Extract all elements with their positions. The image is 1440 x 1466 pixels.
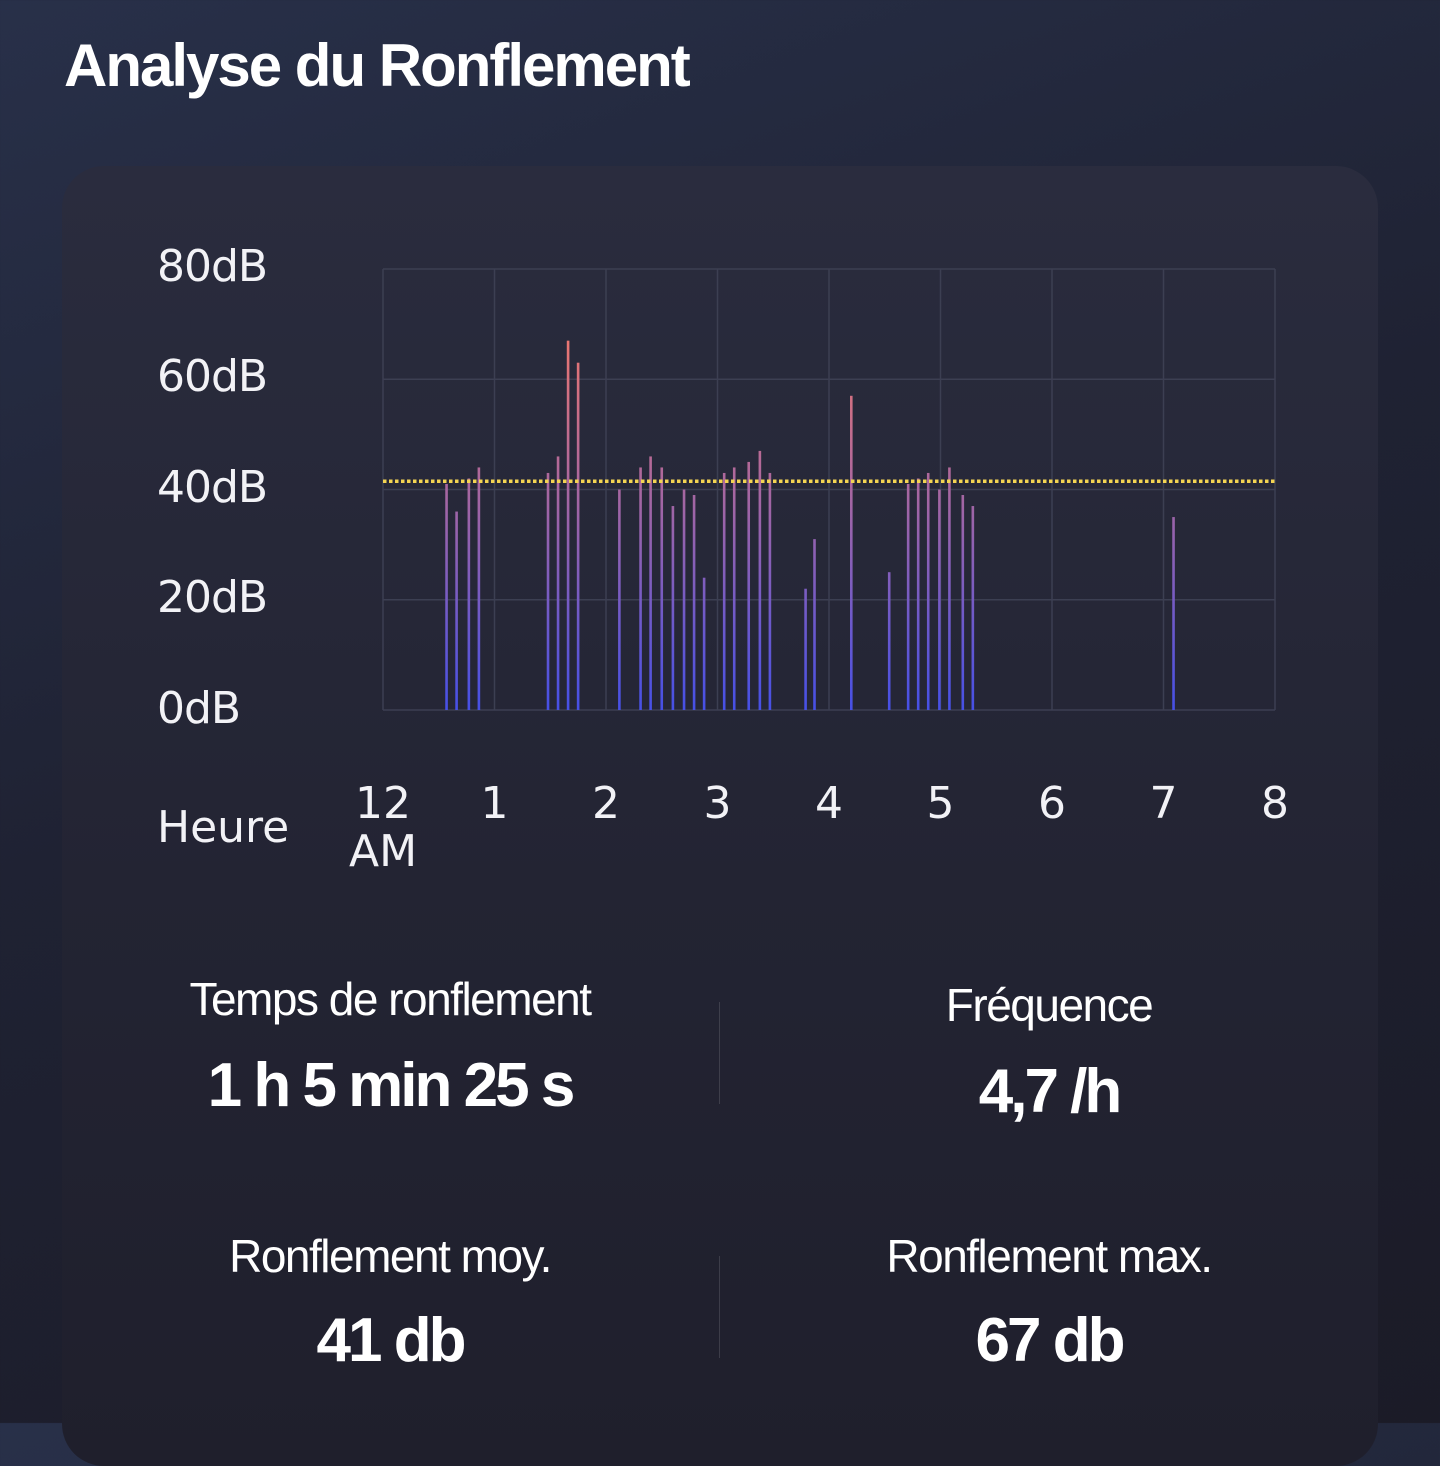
x-axis-title: Heure bbox=[157, 802, 290, 853]
snore-bar bbox=[804, 588, 807, 710]
avg-snore-label: Ronflement moy. bbox=[229, 1230, 552, 1282]
snore-bar bbox=[546, 472, 550, 710]
snore-bar bbox=[916, 478, 920, 710]
avg-snore-value: 41 db bbox=[316, 1306, 467, 1375]
snore-bar bbox=[649, 456, 652, 710]
stats-divider bbox=[719, 1256, 720, 1358]
x-tick-label: 7 bbox=[1149, 778, 1178, 829]
chart-bars bbox=[445, 340, 1175, 710]
snore-bar bbox=[850, 395, 853, 710]
max-snore-label: Ronflement max. bbox=[886, 1230, 1213, 1282]
x-tick-label: 4 bbox=[815, 778, 843, 829]
x-tick-label: 3 bbox=[703, 778, 732, 829]
x-tick-label: 12 AM bbox=[348, 778, 418, 877]
x-tick-label: 5 bbox=[926, 778, 955, 829]
x-tick-label: 6 bbox=[1038, 778, 1066, 829]
snore-bar bbox=[747, 461, 751, 710]
snore-bar bbox=[948, 467, 951, 710]
x-tick-label: 2 bbox=[592, 778, 620, 829]
x-tick-label: 8 bbox=[1261, 778, 1289, 829]
y-tick-label: 20dB bbox=[157, 572, 268, 623]
snore-bar bbox=[768, 472, 772, 710]
snore-bar-chart bbox=[382, 268, 1276, 711]
snore-bar bbox=[926, 472, 930, 710]
snore-bar bbox=[722, 472, 726, 710]
snore-bar bbox=[467, 478, 471, 710]
frequency-value: 4,7 /h bbox=[978, 1057, 1123, 1126]
stats-divider bbox=[719, 1002, 720, 1104]
snore-bar bbox=[445, 483, 448, 710]
snore-bar bbox=[618, 489, 621, 710]
x-tick-label: 1 bbox=[480, 778, 509, 829]
page-title: Analyse du Ronflement bbox=[64, 32, 691, 99]
y-tick-label: 40dB bbox=[157, 462, 268, 513]
snore-analysis-card bbox=[62, 166, 1378, 1466]
snore-bar bbox=[971, 506, 975, 710]
snore-time-label: Temps de ronflement bbox=[189, 973, 592, 1025]
snore-bar bbox=[732, 467, 736, 710]
snore-bar bbox=[887, 572, 891, 710]
snore-bar bbox=[938, 489, 941, 710]
snore-bar bbox=[455, 511, 458, 710]
snore-bar bbox=[1172, 517, 1175, 710]
frequency-label: Fréquence bbox=[945, 979, 1154, 1031]
snore-bar bbox=[477, 467, 481, 710]
snore-bar bbox=[813, 539, 816, 710]
y-tick-label: 60dB bbox=[157, 351, 268, 402]
snore-time-value: 1 h 5 min 25 s bbox=[207, 1051, 576, 1120]
snore-bar bbox=[566, 340, 570, 710]
snore-bar bbox=[660, 467, 664, 710]
max-snore-value: 67 db bbox=[975, 1306, 1126, 1375]
y-tick-label: 80dB bbox=[157, 241, 268, 292]
y-tick-label: 0dB bbox=[157, 683, 241, 734]
snore-bar bbox=[682, 489, 686, 710]
snore-bar bbox=[961, 495, 965, 710]
snore-bar bbox=[576, 362, 580, 710]
snore-bar bbox=[702, 577, 706, 710]
snore-bar bbox=[556, 456, 560, 710]
snore-bar bbox=[692, 495, 696, 710]
snore-bar bbox=[758, 450, 762, 710]
snore-bar bbox=[639, 467, 642, 710]
chart-grid bbox=[382, 268, 1276, 711]
snore-bar bbox=[671, 506, 675, 710]
snore-bar bbox=[906, 483, 910, 710]
